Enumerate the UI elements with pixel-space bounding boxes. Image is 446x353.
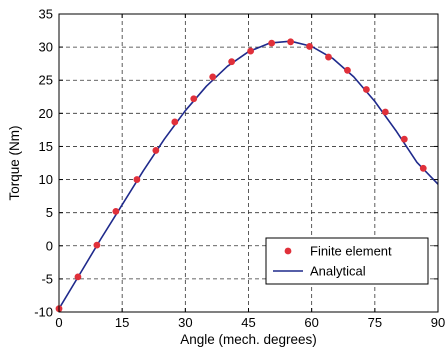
legend-box bbox=[265, 237, 429, 285]
finite-element-point bbox=[209, 73, 217, 81]
finite-element-point bbox=[74, 273, 82, 281]
grid-lines bbox=[59, 14, 438, 312]
x-axis-label: Angle (mech. degrees) bbox=[180, 332, 317, 347]
finite-element-point bbox=[152, 147, 160, 154]
y-tick-label: 25 bbox=[39, 73, 53, 88]
finite-element-point bbox=[419, 164, 427, 172]
y-tick-label: 35 bbox=[39, 7, 53, 22]
y-tick-label: 10 bbox=[39, 172, 53, 187]
x-tick-label: 45 bbox=[241, 315, 255, 330]
y-tick-label: -10 bbox=[34, 305, 53, 320]
x-tick-label: 15 bbox=[115, 315, 129, 330]
x-tick-label: 60 bbox=[304, 315, 318, 330]
finite-element-point bbox=[112, 207, 120, 215]
finite-element-point bbox=[133, 176, 141, 183]
x-tick-label: 75 bbox=[368, 315, 382, 330]
y-tick-label: 15 bbox=[39, 139, 53, 154]
y-tick-label: -5 bbox=[41, 271, 53, 286]
y-tick-label: 0 bbox=[46, 238, 53, 253]
finite-element-point bbox=[171, 118, 179, 126]
y-tick-labels: -10 -5 0 5 10 15 20 25 30 35 bbox=[34, 7, 53, 320]
finite-element-series bbox=[55, 38, 427, 313]
finite-element-point bbox=[287, 38, 295, 46]
y-axis-label: Torque (Nm) bbox=[7, 125, 22, 200]
finite-element-point bbox=[325, 53, 332, 61]
y-tick-label: 30 bbox=[39, 40, 53, 55]
finite-element-point bbox=[344, 66, 351, 74]
axis-ticks bbox=[58, 13, 439, 313]
finite-element-point bbox=[363, 86, 370, 93]
finite-element-point bbox=[190, 95, 198, 103]
x-tick-labels: 0 15 30 45 60 75 90 bbox=[55, 315, 445, 330]
legend-label-analytical: Analytical bbox=[310, 264, 366, 279]
y-tick-label: 20 bbox=[39, 106, 53, 121]
legend-label-finite-element: Finite element bbox=[310, 244, 392, 259]
x-tick-label: 90 bbox=[431, 315, 445, 330]
x-tick-label: 30 bbox=[178, 315, 192, 330]
finite-element-point bbox=[247, 47, 255, 55]
finite-element-point bbox=[93, 241, 101, 249]
finite-element-point bbox=[306, 43, 313, 50]
finite-element-point bbox=[228, 58, 236, 66]
x-tick-label: 0 bbox=[55, 315, 62, 330]
y-tick-label: 5 bbox=[46, 205, 53, 220]
legend-marker-finite-element bbox=[284, 247, 292, 255]
finite-element-point bbox=[381, 108, 389, 116]
legend: Finite element Analytical bbox=[265, 237, 429, 285]
finite-element-point bbox=[400, 135, 408, 143]
finite-element-point bbox=[268, 39, 276, 47]
